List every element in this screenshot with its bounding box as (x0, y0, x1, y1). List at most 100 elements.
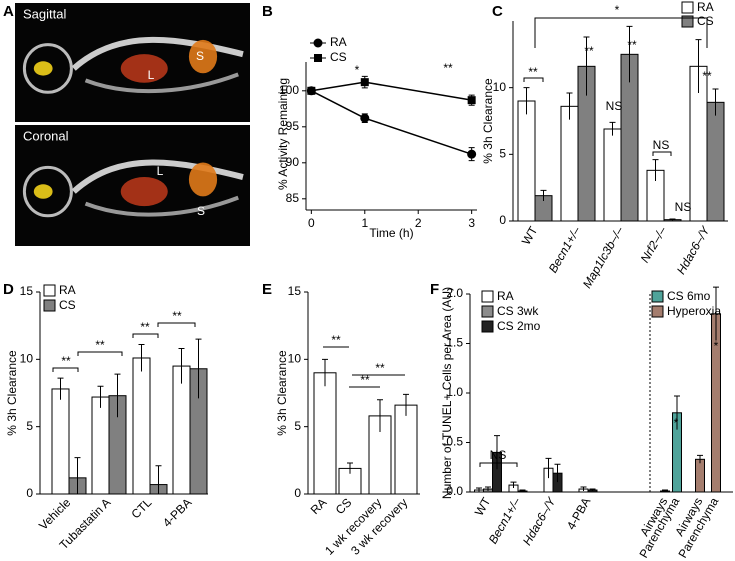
y-tick-label: 10 (493, 80, 507, 94)
x-tick-label: Map1lc3b–/– (580, 224, 627, 291)
significance-bracket (77, 351, 123, 356)
y-tick-label: 90 (286, 155, 300, 169)
x-tick-label: 1 (361, 216, 368, 230)
significance-label: ** (584, 44, 594, 58)
bar (706, 101, 725, 222)
view-label: Sagittal (23, 6, 66, 21)
significance-label: NS (606, 99, 623, 113)
error-bar (347, 462, 353, 474)
error-bar (626, 25, 633, 83)
error-bar (403, 393, 409, 416)
legend-swatch (651, 305, 664, 318)
error-bar (662, 489, 668, 492)
bar (394, 404, 418, 495)
legend-label: RA (497, 289, 514, 303)
legend-label: RA (697, 0, 714, 14)
error-bar (540, 189, 547, 201)
skeleton (84, 195, 239, 217)
x-tick-label: Becn1+/– (546, 224, 584, 275)
uptake (120, 54, 168, 83)
x-tick-label: WT (472, 495, 494, 519)
legend-label: CS (59, 298, 76, 312)
significance-label: ** (528, 65, 538, 79)
point (360, 113, 370, 123)
y-tick-label: 0.5 (446, 435, 463, 449)
x-tick-label: Vehicle (36, 495, 73, 532)
significance-label: ** (375, 361, 385, 375)
legend-label: Hyperoxia (667, 304, 721, 318)
x-tick-label: 4-PBA (160, 495, 194, 529)
y-tick-label: 0 (26, 486, 33, 500)
error-bar (695, 39, 702, 93)
series-line (311, 81, 472, 101)
error-bar (545, 457, 552, 479)
error-bar (697, 454, 703, 464)
significance-label: * (615, 3, 620, 17)
error-bar (476, 487, 482, 492)
y-tick-label: 1.0 (446, 385, 463, 399)
series-line (311, 90, 472, 155)
bar (560, 105, 579, 222)
error-bar (322, 358, 328, 387)
error-bar (580, 486, 587, 492)
y-axis-label: % 3h Clearance (275, 350, 289, 436)
x-tick-label: 0 (308, 216, 315, 230)
x-tick-label: CTL (128, 495, 154, 521)
significance-label: NS (653, 138, 670, 152)
x-tick-label: 2 (415, 216, 422, 230)
significance-label: ** (172, 309, 182, 323)
panel-letter: F (430, 281, 439, 298)
uptake (188, 39, 218, 74)
legend-marker (313, 38, 323, 48)
y-axis-label: % Activity Remaining (276, 78, 290, 190)
legend-swatch (481, 320, 494, 333)
error-bar (377, 399, 383, 433)
legend-label: CS (330, 50, 347, 64)
significance-bracket (132, 333, 159, 338)
uptake (33, 61, 53, 76)
legend-label: CS 3wk (497, 304, 539, 318)
error-bar (510, 481, 517, 489)
error-bar (674, 395, 680, 430)
y-axis-label: % 3h Clearance (5, 350, 19, 436)
error-bar (97, 385, 104, 408)
x-tick-label: Hdac6–/Y (520, 494, 559, 548)
legend-swatch (43, 299, 56, 312)
y-tick-label: 0 (499, 213, 506, 227)
point (467, 149, 477, 159)
legend-swatch (43, 284, 56, 297)
y-tick-label: 0.0 (446, 484, 463, 498)
y-tick-label: 1.5 (446, 336, 463, 350)
error-bar (57, 377, 64, 400)
significance-bracket (534, 17, 708, 48)
x-tick-label: 4-PBA (564, 495, 593, 532)
error-bar (74, 457, 81, 494)
y-tick-label: 85 (286, 191, 300, 205)
panel-letter: E (262, 281, 272, 298)
legend-label: CS 2mo (497, 319, 541, 333)
x-tick-label: RA (308, 495, 330, 517)
error-bar (554, 463, 561, 483)
x-axis-label: Time (h) (369, 226, 413, 240)
error-bar (712, 88, 719, 116)
panel-letter: A (3, 3, 14, 20)
legend-swatch (481, 305, 494, 318)
significance-label: NS (675, 200, 692, 214)
bar (603, 128, 622, 222)
skeleton (22, 43, 73, 94)
legend-swatch (681, 15, 694, 28)
x-tick-label: Nrf2–/– (638, 224, 670, 265)
x-tick-label: WT (519, 224, 541, 248)
error-bar (669, 218, 676, 221)
bar (51, 388, 70, 495)
skeleton (71, 159, 244, 194)
y-tick-label: 5 (26, 419, 33, 433)
legend-label: CS (697, 14, 714, 28)
error-bar (494, 435, 500, 470)
region-label: S (197, 204, 205, 218)
significance-label: ** (702, 69, 712, 83)
region-label: S (196, 49, 204, 63)
panel-letter: B (262, 3, 273, 20)
significance-label: ** (360, 373, 370, 387)
point (307, 86, 316, 95)
